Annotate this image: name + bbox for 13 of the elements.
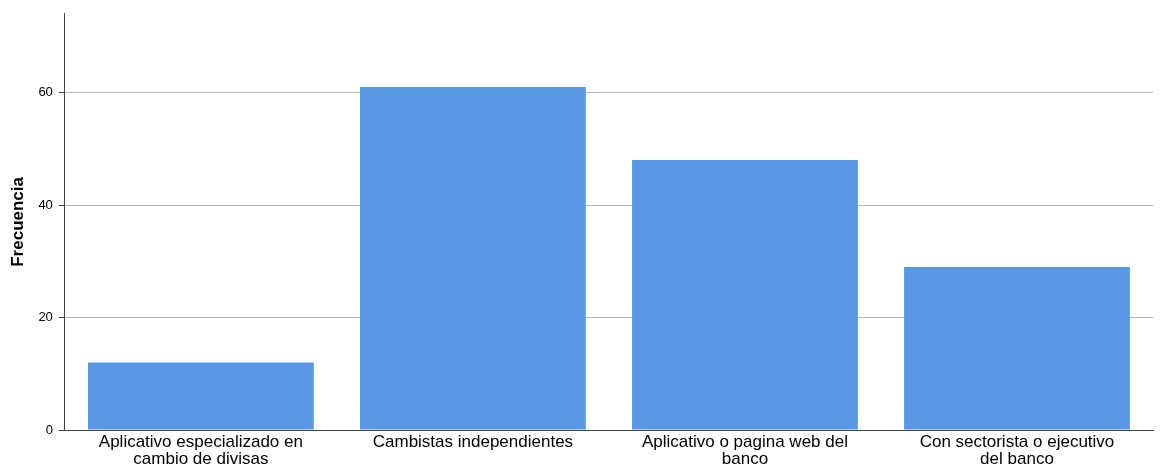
y-tick-label: 40 [38, 196, 53, 212]
x-tick-label: Aplicativo o pagina web del banco [641, 432, 848, 469]
bar [87, 362, 314, 430]
y-tick-label: 60 [38, 84, 53, 100]
x-tick-label: Aplicativo especializado en cambio de divisas [98, 432, 303, 469]
y-tick-label: 20 [38, 309, 53, 325]
bar [904, 266, 1130, 430]
y-tick-label: 0 [45, 421, 53, 437]
bar [632, 160, 858, 430]
y-axis-title: Frecuencia [7, 176, 27, 267]
x-tick-label: Con sectorista o ejecutivo del banco [919, 432, 1115, 469]
bar [360, 86, 586, 430]
x-tick-label: Cambistas independientes [372, 432, 574, 452]
